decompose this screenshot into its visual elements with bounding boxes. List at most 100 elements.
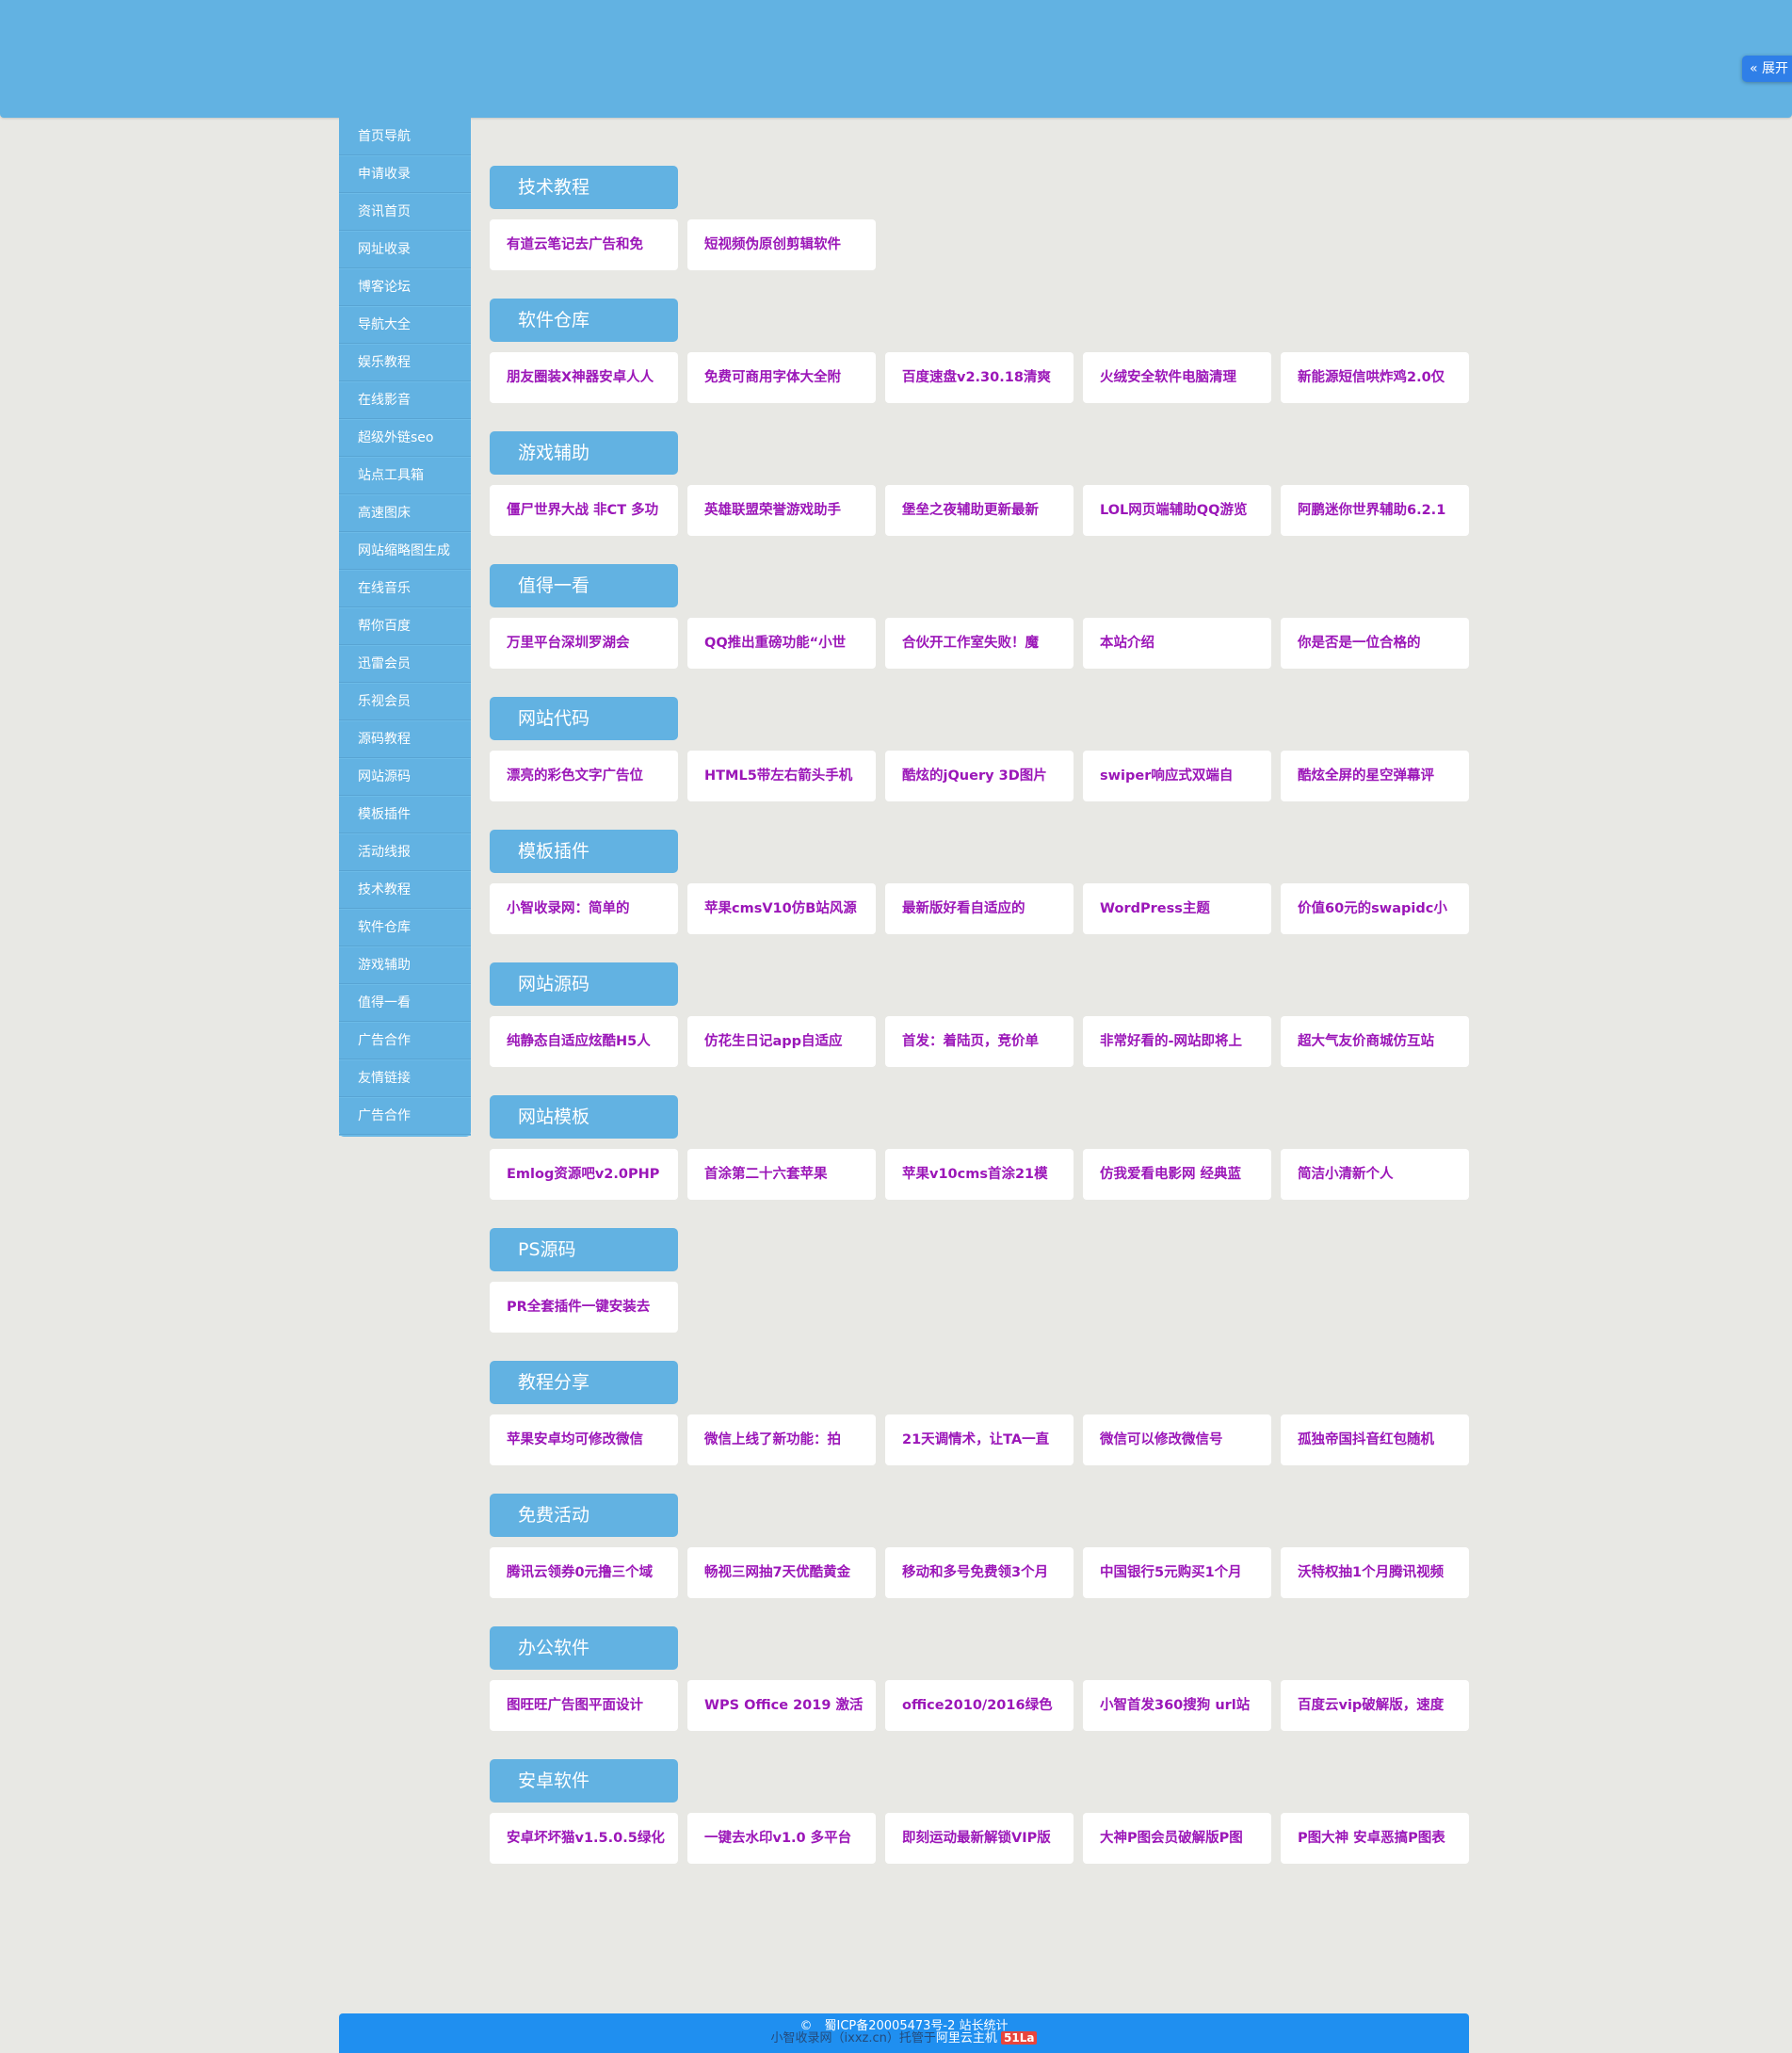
sidebar-item[interactable]: 友情链接 (339, 1059, 471, 1097)
article-card[interactable]: 非常好看的-网站即将上 (1083, 1016, 1271, 1067)
article-card[interactable]: 仿花生日记app自适应 (687, 1016, 876, 1067)
sidebar-item[interactable]: 在线影音 (339, 381, 471, 419)
category-title[interactable]: 网站模板 (490, 1095, 678, 1139)
sidebar-item[interactable]: 网址收录 (339, 231, 471, 268)
article-card[interactable]: 小智收录网：简单的 (490, 883, 678, 934)
article-card[interactable]: 苹果cmsV10仿B站风源 (687, 883, 876, 934)
sidebar-item[interactable]: 高速图床 (339, 494, 471, 532)
sidebar-item[interactable]: 资讯首页 (339, 193, 471, 231)
category-title[interactable]: 办公软件 (490, 1626, 678, 1670)
footer-icp[interactable]: © 蜀ICP备20005473号-2 站长统计 (799, 2019, 1009, 2033)
article-card[interactable]: 酷炫全屏的星空弹幕评 (1281, 751, 1469, 801)
article-card[interactable]: 苹果v10cms首涂21模 (885, 1149, 1074, 1200)
article-card[interactable]: 百度速盘v2.30.18清爽 (885, 352, 1074, 403)
article-card[interactable]: 图旺旺广告图平面设计 (490, 1680, 678, 1731)
article-card[interactable]: P图大神 安卓恶搞P图表 (1281, 1813, 1469, 1864)
sidebar-item[interactable]: 网站源码 (339, 758, 471, 796)
category-title[interactable]: PS源码 (490, 1228, 678, 1271)
category-title[interactable]: 值得一看 (490, 564, 678, 607)
article-card[interactable]: office2010/2016绿色 (885, 1680, 1074, 1731)
sidebar-item[interactable]: 软件仓库 (339, 909, 471, 946)
sidebar-item[interactable]: 迅雷会员 (339, 645, 471, 683)
article-card[interactable]: 英雄联盟荣誉游戏助手 (687, 485, 876, 536)
sidebar-item[interactable]: 首页导航 (339, 118, 471, 155)
article-card[interactable]: LOL网页端辅助QQ游览 (1083, 485, 1271, 536)
article-card[interactable]: Emlog资源吧v2.0PHP (490, 1149, 678, 1200)
sidebar-item[interactable]: 博客论坛 (339, 268, 471, 306)
article-card[interactable]: 首涂第二十六套苹果 (687, 1149, 876, 1200)
article-card[interactable]: HTML5带左右箭头手机 (687, 751, 876, 801)
sidebar-item[interactable]: 模板插件 (339, 796, 471, 833)
category-title[interactable]: 安卓软件 (490, 1759, 678, 1802)
article-card[interactable]: 短视频伪原创剪辑软件 (687, 219, 876, 270)
sidebar-item[interactable]: 站点工具箱 (339, 457, 471, 494)
sidebar-item[interactable]: 广告合作 (339, 1022, 471, 1059)
article-card[interactable]: 合伙开工作室失败！魔 (885, 618, 1074, 669)
article-card[interactable]: 移动和多号免费领3个月 (885, 1547, 1074, 1598)
sidebar-item[interactable]: 广告合作 (339, 1097, 471, 1135)
article-card[interactable]: 堡垒之夜辅助更新最新 (885, 485, 1074, 536)
category-title[interactable]: 技术教程 (490, 166, 678, 209)
article-card[interactable]: 本站介绍 (1083, 618, 1271, 669)
article-card[interactable]: 百度云vip破解版，速度 (1281, 1680, 1469, 1731)
article-card[interactable]: 简洁小清新个人 (1281, 1149, 1469, 1200)
article-card[interactable]: 超大气友价商城仿互站 (1281, 1016, 1469, 1067)
article-card[interactable]: PR全套插件一键安装去 (490, 1282, 678, 1333)
article-card[interactable]: WordPress主题 (1083, 883, 1271, 934)
article-card[interactable]: 仿我爱看电影网 经典蓝 (1083, 1149, 1271, 1200)
category-title[interactable]: 网站源码 (490, 962, 678, 1006)
article-card[interactable]: 苹果安卓均可修改微信 (490, 1414, 678, 1465)
category-title[interactable]: 网站代码 (490, 697, 678, 740)
sidebar-item[interactable]: 源码教程 (339, 720, 471, 758)
article-card[interactable]: 你是否是一位合格的 (1281, 618, 1469, 669)
article-card[interactable]: 首发：着陆页，竞价单 (885, 1016, 1074, 1067)
article-card[interactable]: QQ推出重磅功能“小世 (687, 618, 876, 669)
article-card[interactable]: 沃特权抽1个月腾讯视频 (1281, 1547, 1469, 1598)
category-title[interactable]: 软件仓库 (490, 299, 678, 342)
article-card[interactable]: 纯静态自适应炫酷H5人 (490, 1016, 678, 1067)
expand-button[interactable]: « 展开 (1741, 56, 1792, 82)
stats-badge[interactable]: 51La (1001, 2031, 1038, 2045)
article-card[interactable]: WPS Office 2019 激活 (687, 1680, 876, 1731)
article-card[interactable]: 一键去水印v1.0 多平台 (687, 1813, 876, 1864)
article-card[interactable]: 微信上线了新功能：拍 (687, 1414, 876, 1465)
article-card[interactable]: 免费可商用字体大全附 (687, 352, 876, 403)
article-card[interactable]: 畅视三网抽7天优酷黄金 (687, 1547, 876, 1598)
article-card[interactable]: 朋友圈装X神器安卓人人 (490, 352, 678, 403)
sidebar-item[interactable]: 网站缩略图生成 (339, 532, 471, 570)
sidebar-item[interactable]: 娱乐教程 (339, 344, 471, 381)
category-title[interactable]: 模板插件 (490, 830, 678, 873)
article-card[interactable]: 中国银行5元购买1个月 (1083, 1547, 1271, 1598)
category-title[interactable]: 教程分享 (490, 1361, 678, 1404)
sidebar-item[interactable]: 乐视会员 (339, 683, 471, 720)
sidebar-item[interactable]: 活动线报 (339, 833, 471, 871)
article-card[interactable]: 微信可以修改微信号 (1083, 1414, 1271, 1465)
article-card[interactable]: 21天调情术，让TA一直 (885, 1414, 1074, 1465)
article-card[interactable]: 即刻运动最新解锁VIP版 (885, 1813, 1074, 1864)
article-card[interactable]: 火绒安全软件电脑清理 (1083, 352, 1271, 403)
article-card[interactable]: swiper响应式双端自 (1083, 751, 1271, 801)
article-card[interactable]: 有道云笔记去广告和免 (490, 219, 678, 270)
article-card[interactable]: 僵尸世界大战 非CT 多功 (490, 485, 678, 536)
article-card[interactable]: 价值60元的swapidc小 (1281, 883, 1469, 934)
sidebar-item[interactable]: 超级外链seo (339, 419, 471, 457)
article-card[interactable]: 漂亮的彩色文字广告位 (490, 751, 678, 801)
article-card[interactable]: 小智首发360搜狗 url站 (1083, 1680, 1271, 1731)
sidebar-item[interactable]: 帮你百度 (339, 607, 471, 645)
article-card[interactable]: 安卓坏坏猫v1.5.0.5绿化 (490, 1813, 678, 1864)
sidebar-item[interactable]: 申请收录 (339, 155, 471, 193)
sidebar-item[interactable]: 技术教程 (339, 871, 471, 909)
article-card[interactable]: 阿鹏迷你世界辅助6.2.1 (1281, 485, 1469, 536)
category-title[interactable]: 免费活动 (490, 1494, 678, 1537)
article-card[interactable]: 万里平台深圳罗湖会 (490, 618, 678, 669)
sidebar-item[interactable]: 游戏辅助 (339, 946, 471, 984)
category-title[interactable]: 游戏辅助 (490, 431, 678, 475)
article-card[interactable]: 孤独帝国抖音红包随机 (1281, 1414, 1469, 1465)
article-card[interactable]: 大神P图会员破解版P图 (1083, 1813, 1271, 1864)
article-card[interactable]: 酷炫的jQuery 3D图片 (885, 751, 1074, 801)
article-card[interactable]: 最新版好看自适应的 (885, 883, 1074, 934)
sidebar-item[interactable]: 值得一看 (339, 984, 471, 1022)
article-card[interactable]: 腾讯云领券0元撸三个域 (490, 1547, 678, 1598)
article-card[interactable]: 新能源短信哄炸鸡2.0仅 (1281, 352, 1469, 403)
sidebar-item[interactable]: 导航大全 (339, 306, 471, 344)
